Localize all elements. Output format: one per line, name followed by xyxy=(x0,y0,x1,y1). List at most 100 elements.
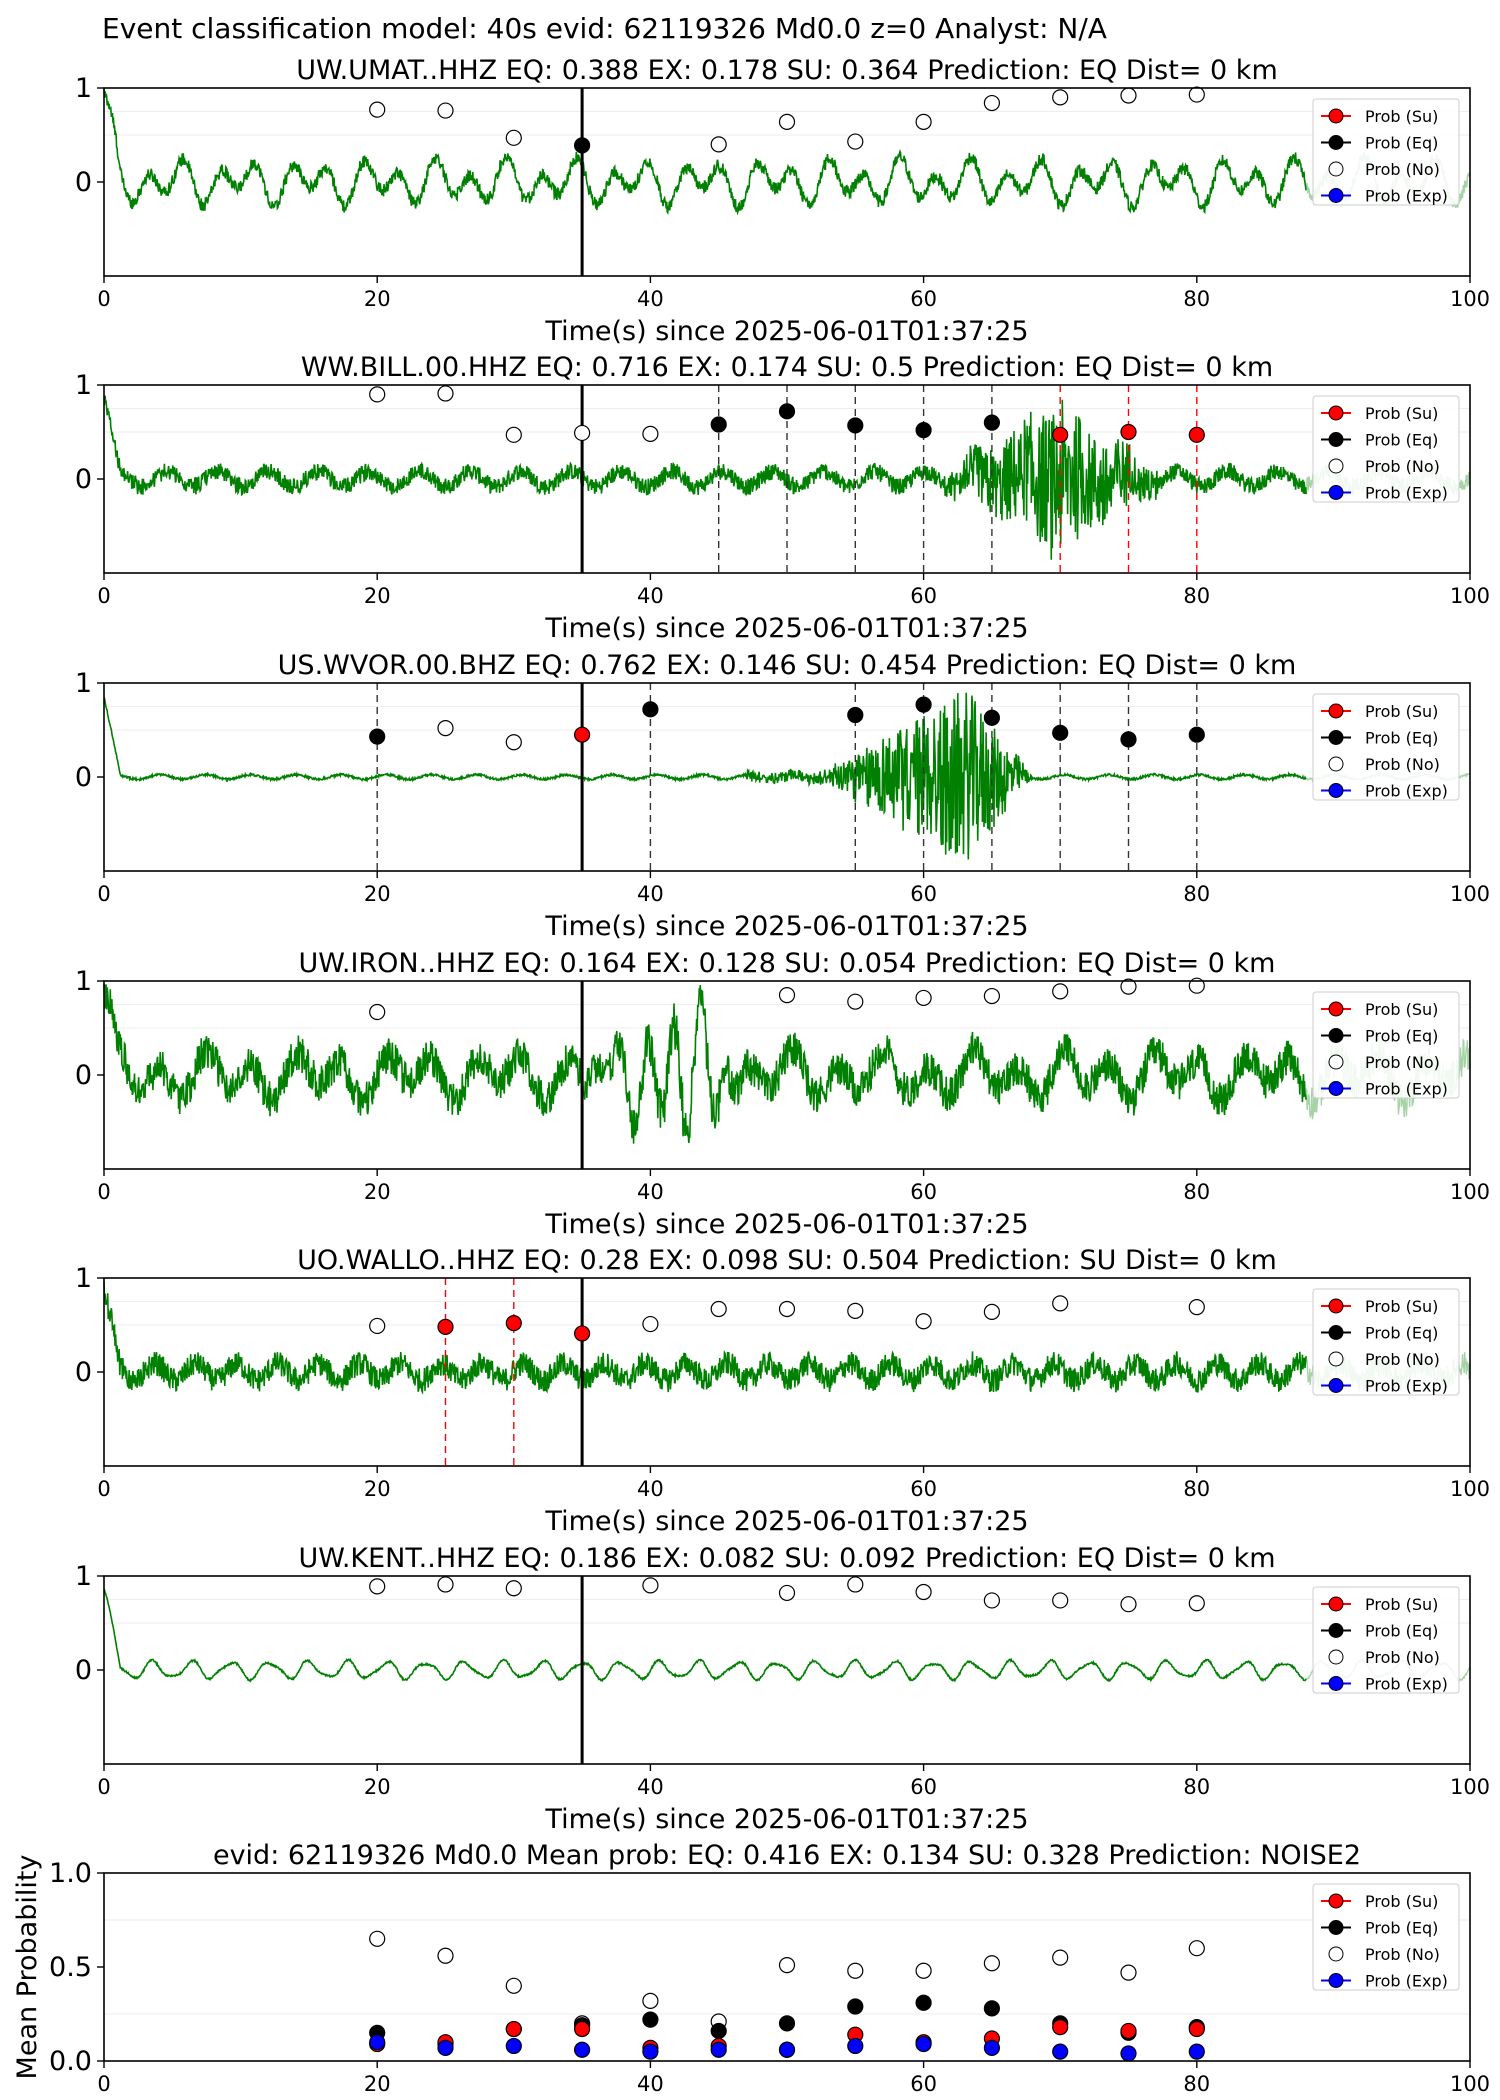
x-tick-label: 40 xyxy=(637,882,664,906)
x-tick-label: 0 xyxy=(97,1477,110,1501)
x-tick-label: 20 xyxy=(364,1180,391,1204)
exp-legend-marker xyxy=(1328,1676,1344,1691)
su-prob-marker xyxy=(573,1325,591,1342)
legend-label: Prob (Eq) xyxy=(1365,1622,1438,1641)
x-axis-label: Time(s) since 2025-06-01T01:37:25 xyxy=(544,1506,1028,1537)
panel-title: UW.UMAT..HHZ EQ: 0.388 EX: 0.178 SU: 0.3… xyxy=(296,55,1278,86)
waveform-trace xyxy=(103,692,1307,860)
no-prob-marker xyxy=(1052,1295,1069,1312)
x-tick-label: 40 xyxy=(637,1180,664,1204)
y-tick-label: 1 xyxy=(75,1263,92,1294)
no-prob-marker xyxy=(369,101,386,118)
legend-box xyxy=(1312,395,1460,503)
x-tick-label: 40 xyxy=(637,2072,664,2096)
su-legend-marker xyxy=(1328,1001,1344,1017)
eq-prob-marker xyxy=(642,701,659,718)
x-tick-label: 80 xyxy=(1183,1477,1210,1501)
eq-prob-marker xyxy=(847,706,864,724)
eq-legend-marker xyxy=(1328,1920,1344,1935)
no-prob-marker xyxy=(983,987,1001,1005)
no-prob-marker xyxy=(437,102,454,119)
no-prob-marker xyxy=(505,1580,522,1597)
legend-label: Prob (Exp) xyxy=(1365,782,1448,801)
x-tick-label: 80 xyxy=(1183,287,1210,311)
y-tick-label: 1 xyxy=(75,668,92,699)
su-prob-marker xyxy=(1120,423,1137,441)
x-tick-label: 80 xyxy=(1183,2072,1210,2096)
no-prob-marker xyxy=(915,989,932,1007)
legend-label: Prob (Exp) xyxy=(1365,1377,1448,1396)
eq-mean-marker xyxy=(778,2015,796,2032)
legend-label: Prob (No) xyxy=(1365,160,1440,179)
no-prob-marker xyxy=(505,734,522,751)
su-prob-marker xyxy=(437,1318,454,1335)
exp-legend-marker xyxy=(1328,1973,1344,1988)
x-tick-label: 60 xyxy=(910,882,937,906)
legend-label: Prob (Su) xyxy=(1365,1297,1438,1316)
no-prob-marker xyxy=(1188,977,1205,994)
y-tick-label: 1 xyxy=(75,1561,92,1592)
panel-title: US.WVOR.00.BHZ EQ: 0.762 EX: 0.146 SU: 0… xyxy=(278,650,1297,681)
su-mean-marker xyxy=(573,2020,591,2038)
su-legend-marker xyxy=(1328,108,1344,124)
legend-label: Prob (Su) xyxy=(1365,702,1438,721)
y-tick-label: 0 xyxy=(75,464,92,495)
waveform-trace xyxy=(103,1280,1307,1395)
no-legend-marker xyxy=(1328,1054,1344,1070)
exp-mean-marker xyxy=(573,2041,591,2058)
y-tick-label: 1 xyxy=(75,73,92,104)
x-tick-label: 0 xyxy=(97,1180,110,1204)
exp-mean-marker xyxy=(710,2041,727,2058)
no-prob-marker xyxy=(573,424,591,442)
su-legend-marker xyxy=(1328,703,1344,719)
eq-prob-marker xyxy=(915,422,932,439)
y-tick-label: 0 xyxy=(75,1655,92,1686)
x-axis-label: Time(s) since 2025-06-01T01:37:25 xyxy=(544,911,1028,942)
eq-prob-marker xyxy=(1120,731,1137,748)
x-tick-label: 100 xyxy=(1450,1180,1490,1204)
x-tick-label: 60 xyxy=(910,287,937,311)
no-prob-marker xyxy=(1120,978,1137,995)
x-tick-label: 0 xyxy=(97,287,110,311)
no-prob-marker xyxy=(778,986,796,1004)
y-tick-label: 0 xyxy=(75,167,92,198)
x-tick-label: 40 xyxy=(637,1775,664,1799)
no-prob-marker xyxy=(369,1317,386,1335)
su-legend-marker xyxy=(1328,1298,1344,1314)
x-tick-label: 100 xyxy=(1450,584,1490,608)
no-prob-marker xyxy=(710,1300,727,1318)
no-prob-marker xyxy=(847,1302,864,1320)
legend-label: Prob (Exp) xyxy=(1365,1972,1448,1991)
y-axis-label: Mean Probability xyxy=(12,1855,43,2080)
x-tick-label: 60 xyxy=(910,584,937,608)
no-legend-marker xyxy=(1328,1351,1344,1367)
x-tick-label: 40 xyxy=(637,287,664,311)
eq-prob-marker xyxy=(778,403,796,420)
exp-mean-marker xyxy=(1188,2043,1205,2060)
no-legend-marker xyxy=(1328,1946,1344,1962)
legend-box xyxy=(1312,1288,1460,1396)
exp-legend-marker xyxy=(1328,1378,1344,1393)
x-tick-label: 60 xyxy=(910,2072,937,2096)
legend-label: Prob (Su) xyxy=(1365,1595,1438,1614)
x-tick-label: 80 xyxy=(1183,1775,1210,1799)
legend-label: Prob (Eq) xyxy=(1365,431,1438,450)
su-mean-marker xyxy=(505,2020,522,2038)
no-prob-marker xyxy=(369,1003,386,1021)
panel-4: UW.IRON..HHZ EQ: 0.164 EX: 0.128 SU: 0.0… xyxy=(75,948,1490,1240)
no-mean-marker xyxy=(983,1955,1001,1972)
x-tick-label: 0 xyxy=(97,882,110,906)
x-tick-label: 80 xyxy=(1183,882,1210,906)
no-prob-marker xyxy=(437,385,454,402)
exp-mean-marker xyxy=(1052,2043,1069,2060)
legend-box xyxy=(1312,693,1460,801)
eq-mean-marker xyxy=(710,2022,727,2040)
su-mean-marker xyxy=(1120,2022,1137,2040)
eq-legend-marker xyxy=(1328,730,1344,745)
eq-mean-marker xyxy=(983,2000,1001,2017)
no-prob-marker xyxy=(642,425,659,442)
legend-label: Prob (No) xyxy=(1365,1053,1440,1072)
no-prob-marker xyxy=(983,94,1001,112)
x-tick-label: 20 xyxy=(364,882,391,906)
eq-legend-marker xyxy=(1328,432,1344,447)
